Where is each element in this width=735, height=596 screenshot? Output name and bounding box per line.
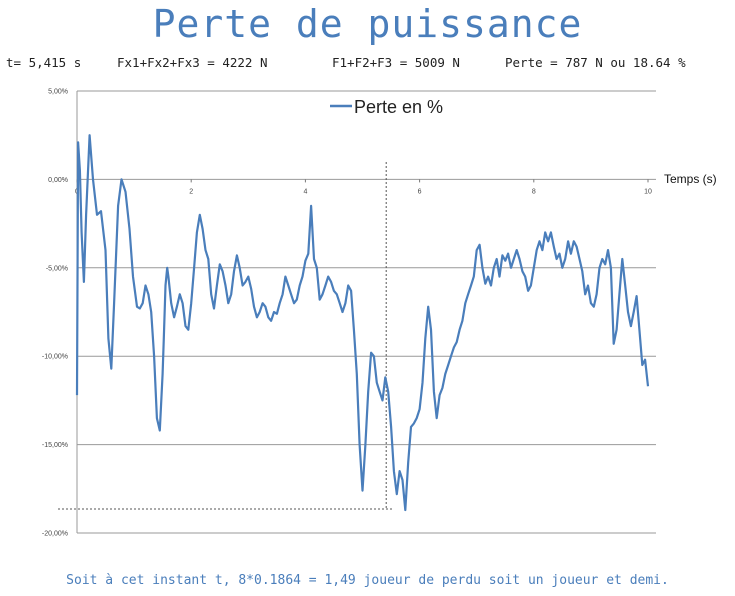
perte-readout: Perte = 787 N ou 18.64 % [505, 55, 686, 70]
x-tick-label: 6 [418, 188, 422, 195]
y-axis-ticks: 5,00% 0,00% -5,00% -10,00% -15,00% -20,00% [42, 89, 68, 538]
legend-label: Perte en % [354, 97, 443, 117]
y-tick-label: -5,00% [46, 265, 68, 272]
y-tick-label: 0,00% [48, 177, 68, 184]
time-readout: t= 5,415 s [6, 55, 82, 70]
footer-note: Soit à cet instant t, 8*0.1864 = 1,49 jo… [66, 573, 669, 588]
stats-line: t= 5,415 s Fx1+Fx2+Fx3 = 4222 N F1+F2+F3… [6, 55, 731, 130]
x-axis-ticks: 0 2 4 6 8 10 [75, 179, 652, 195]
page-title: Perte de puissance [152, 2, 583, 46]
y-tick-label: -15,00% [42, 442, 68, 449]
x-tick-label: 10 [644, 188, 652, 195]
marker-lines [58, 162, 393, 510]
fx-sum-readout: Fx1+Fx2+Fx3 = 4222 N [117, 55, 268, 70]
series-line-perte [75, 134, 650, 512]
x-axis-label: Temps (s) [664, 172, 717, 186]
f-sum-readout: F1+F2+F3 = 5009 N [332, 55, 460, 70]
y-tick-label: -10,00% [42, 354, 68, 361]
x-tick-label: 2 [189, 188, 193, 195]
y-tick-label: 5,00% [48, 89, 68, 96]
x-tick-label: 4 [303, 188, 307, 195]
x-tick-label: 8 [532, 188, 536, 195]
y-tick-label: -20,00% [42, 531, 68, 538]
